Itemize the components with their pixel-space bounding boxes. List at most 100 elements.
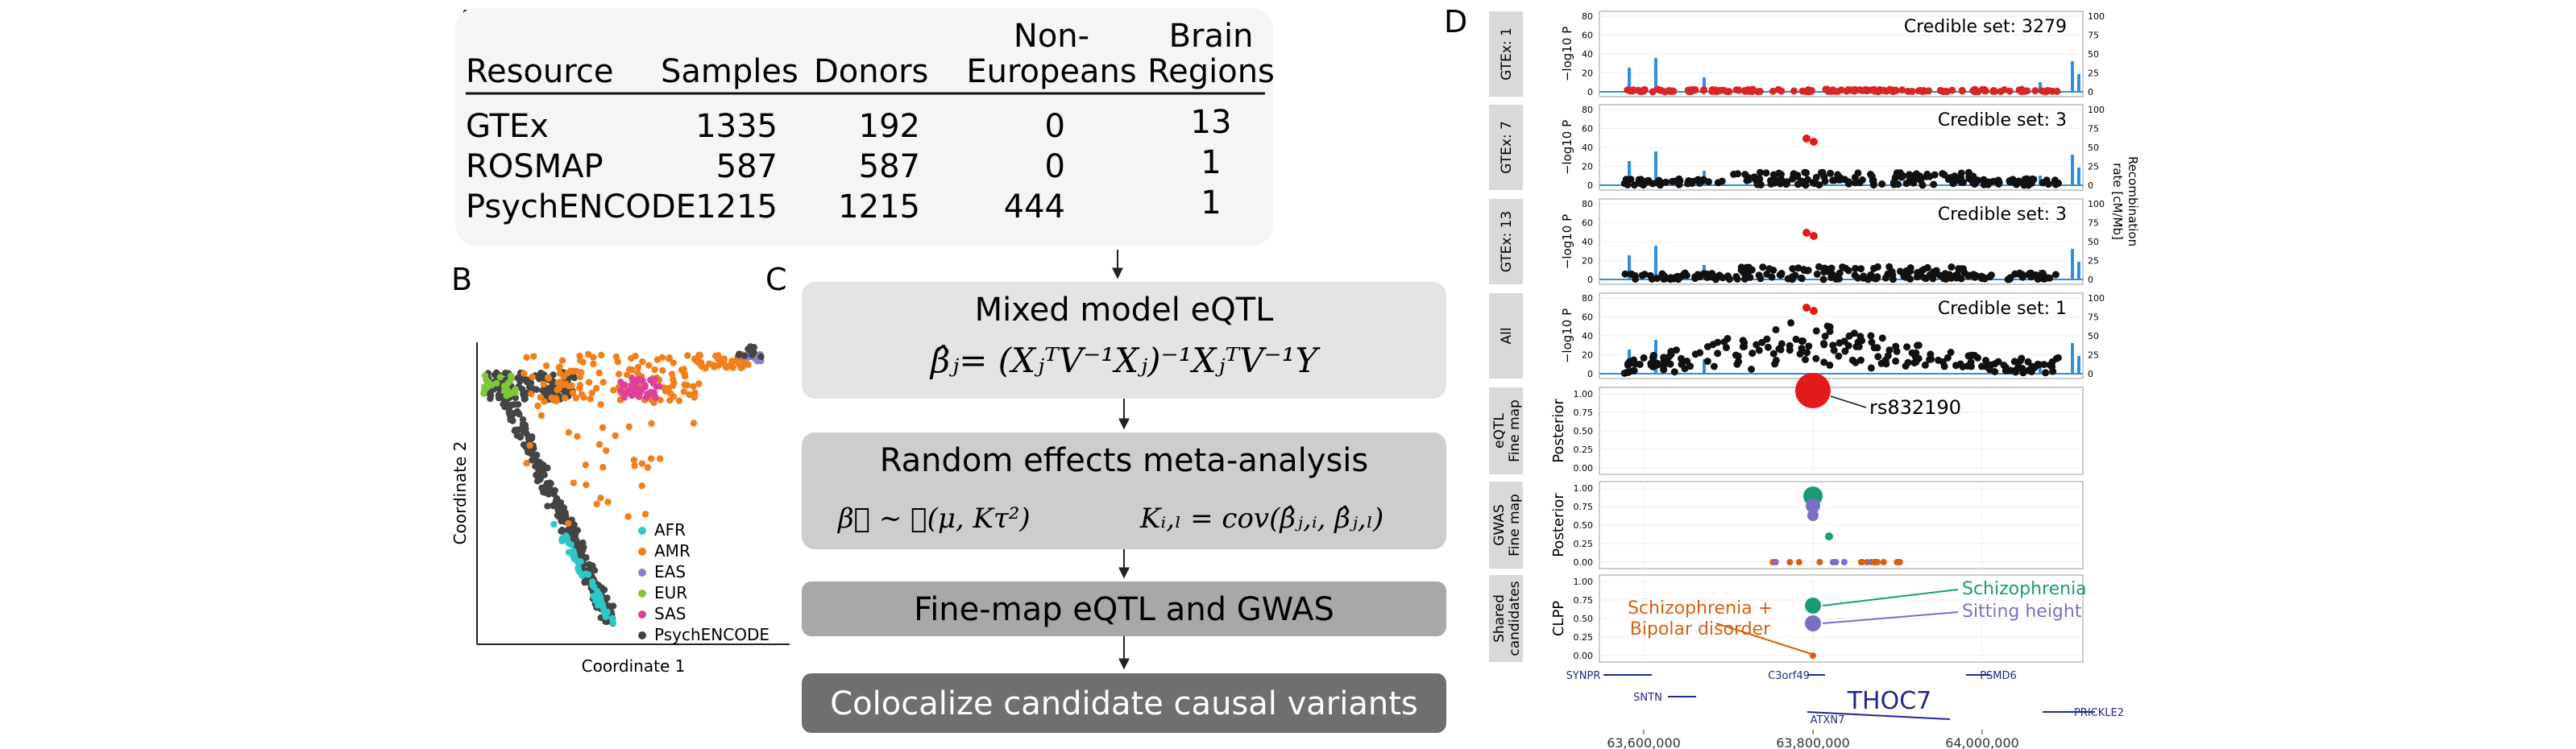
x-tick-label: 63,600,000 [1607,735,1681,749]
snp-point [1831,176,1839,184]
snp-point [2049,367,2057,375]
snp-point [1867,364,1875,372]
pca-point [724,363,731,370]
pca-point [590,354,597,361]
pca-point [569,389,577,396]
pca-point [599,601,606,608]
snp-point [1813,270,1821,278]
snp-point [1689,85,1697,93]
logp-tick: 60 [1582,312,1593,323]
pca-point [565,548,573,556]
snp-point [1621,270,1629,278]
snp-point [1940,171,1948,179]
recomb-tick: 50 [2088,49,2099,60]
snp-point [1807,87,1815,95]
flow-box-mixed-model [802,282,1446,399]
snp-point [1878,180,1886,188]
lead-snp [1802,229,1811,237]
label-scz-bip-1: Schizophrenia + [1628,598,1773,619]
snp-point [1661,275,1670,283]
snp-point [1985,363,1993,371]
pca-point [513,432,521,439]
pca-point [524,379,531,386]
snp-point [1735,86,1743,94]
logp-tick: 0 [1587,180,1593,191]
pca-point [512,394,519,402]
pca-point [514,426,522,433]
legend-swatch-sas [638,610,646,619]
recomb-tick: 25 [2088,350,2099,361]
snp-point [1802,356,1809,363]
pca-point [610,387,617,394]
snp-point [1712,275,1719,283]
snp-point [1694,271,1702,279]
snp-point [1627,176,1635,184]
track-label: GTEx: 13 [1499,211,1515,273]
logp-tick: 0 [1587,275,1593,285]
flow-box-meta-analysis [802,432,1446,549]
track-label-1: Shared [1491,594,1508,643]
pca-point [570,479,577,486]
track-label-2: candidates [1507,581,1523,656]
snp-point [2034,273,2042,281]
pca-point [735,351,742,358]
panel-label-c: C [765,262,787,297]
pca-point [623,371,631,379]
flow-step2-title: Random effects meta-analysis [880,442,1368,479]
pca-point [634,369,641,377]
x-tick-label: 63,800,000 [1776,735,1850,749]
pca-point [556,512,563,519]
snp-point [1898,86,1906,94]
logp-tick: 20 [1582,68,1593,79]
snp-point [1943,354,1952,362]
pca-point [521,370,528,377]
pca-point [523,459,530,467]
snp-point [1906,175,1914,183]
logp-tick: 40 [1582,331,1593,341]
snp-point [1951,172,1959,180]
logp-tick: 40 [1582,237,1593,247]
header-donors: Donors [814,53,928,90]
track-strip [1489,387,1523,474]
posterior-tick: 1.00 [1574,389,1594,399]
pca-point [574,432,581,440]
snp-point [1997,88,2005,96]
eqtl-lead-point [1795,373,1831,408]
snp-point [1627,270,1635,278]
snp-point [1800,267,1808,275]
posterior-tick: 0.00 [1574,651,1594,661]
snp-point [2006,87,2014,95]
posterior-tick: 0.25 [1574,445,1594,455]
snp-point [1835,275,1843,283]
snp-point [1783,178,1790,186]
pca-point [757,353,765,361]
snp-point [1636,360,1644,368]
snp-point [1757,275,1765,283]
snp-point [2043,87,2051,95]
snp-point [1839,263,1847,271]
snp-point [1860,272,1868,280]
snp-point [2043,176,2051,184]
snp-point [1666,87,1674,95]
snp-point [1822,85,1830,93]
snp-point [1724,334,1732,342]
logp-axis-label: −log10 P [1560,308,1574,363]
gwas-point [1786,559,1794,565]
snp-point [1812,354,1820,362]
snp-point [1662,178,1670,186]
pca-point [753,356,760,363]
pca-point [634,375,641,383]
snp-point [1703,270,1711,278]
gene-sntn: SNTN [1633,692,1662,704]
posterior-tick: 0.50 [1574,614,1594,624]
snp-point [1896,267,1904,275]
snp-point [1703,343,1711,350]
pca-point [690,420,698,427]
pca-point [534,402,541,410]
flow-box-finemap [802,581,1446,636]
snp-point [1733,275,1741,283]
posterior-tick: 0.00 [1574,463,1594,474]
pca-point [573,367,580,374]
snp-point [1759,263,1767,271]
